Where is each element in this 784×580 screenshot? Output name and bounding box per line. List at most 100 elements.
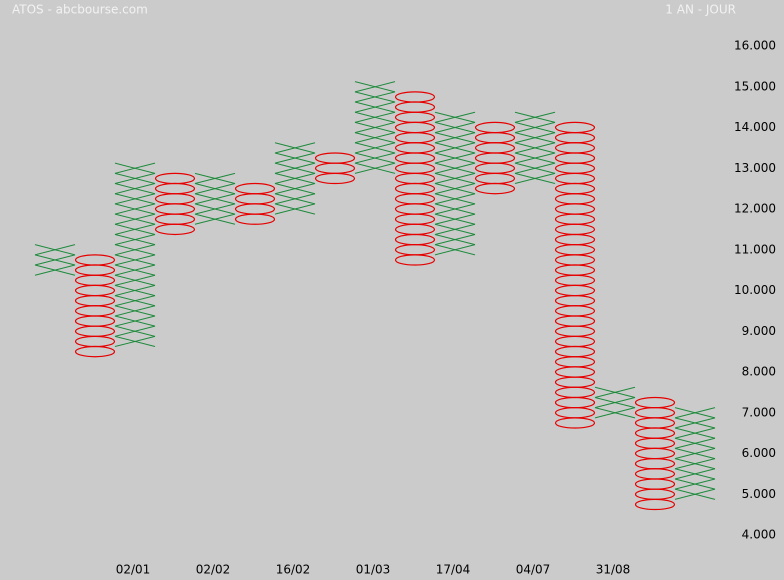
o-box: [394, 193, 436, 205]
o-box: [554, 376, 596, 388]
y-tick-label: 13.000: [734, 161, 776, 175]
x-box: [194, 183, 236, 195]
x-box: [434, 142, 476, 154]
x-column: [594, 386, 636, 419]
o-box: [554, 182, 596, 195]
o-box: [554, 233, 596, 246]
x-box: [114, 223, 156, 235]
y-tick-label: 9.000: [742, 324, 776, 338]
x-box: [114, 325, 156, 337]
x-box: [194, 213, 236, 225]
x-box: [274, 152, 316, 164]
x-box: [674, 417, 716, 429]
x-box: [434, 244, 476, 256]
x-box: [434, 172, 476, 185]
o-box: [394, 213, 436, 225]
o-box: [634, 498, 676, 511]
x-box: [354, 111, 396, 123]
x-box: [194, 203, 236, 215]
o-box: [554, 162, 596, 174]
o-box: [394, 101, 436, 113]
x-box: [114, 274, 156, 286]
y-tick-label: 8.000: [742, 365, 776, 379]
o-box: [394, 91, 436, 103]
x-box: [674, 407, 716, 419]
x-box: [194, 193, 236, 205]
x-column: [34, 244, 76, 276]
x-box: [274, 203, 316, 215]
y-tick-label: 12.000: [734, 202, 776, 216]
x-tick-label: 31/08: [596, 563, 631, 577]
o-box: [554, 172, 596, 185]
o-box: [394, 182, 436, 195]
o-box: [74, 315, 116, 327]
o-box: [154, 182, 196, 195]
o-box: [394, 162, 436, 174]
x-box: [354, 81, 396, 93]
x-column: [354, 81, 396, 174]
y-tick-label: 16.000: [734, 39, 776, 53]
o-box: [554, 264, 596, 276]
o-column: [634, 396, 676, 511]
o-box: [554, 142, 596, 154]
x-box: [114, 315, 156, 327]
x-box: [114, 244, 156, 256]
o-box: [554, 305, 596, 317]
x-box: [434, 203, 476, 215]
x-box: [434, 121, 476, 134]
x-box: [514, 162, 556, 174]
chart-subtitle: 1 AN - JOUR: [665, 3, 736, 17]
x-tick-label: 04/07: [516, 563, 551, 577]
x-box: [514, 172, 556, 185]
o-column: [234, 182, 276, 225]
x-column: [114, 162, 156, 348]
x-box: [514, 142, 556, 154]
o-box: [554, 356, 596, 368]
x-column: [194, 172, 236, 225]
o-box: [554, 345, 596, 358]
x-box: [354, 142, 396, 154]
o-box: [394, 244, 436, 256]
y-tick-label: 11.000: [734, 242, 776, 256]
o-box: [634, 468, 676, 480]
o-box: [554, 274, 596, 287]
o-column: [474, 121, 516, 195]
x-box: [194, 172, 236, 185]
o-box: [474, 182, 516, 195]
x-box: [434, 111, 476, 123]
o-column: [394, 91, 436, 266]
x-box: [114, 254, 156, 266]
x-box: [594, 386, 636, 398]
o-box: [154, 203, 196, 215]
o-column: [314, 152, 356, 185]
o-box: [74, 254, 116, 266]
x-tick-label: 02/01: [116, 563, 151, 577]
o-box: [394, 233, 436, 246]
x-box: [114, 305, 156, 317]
o-box: [394, 172, 436, 185]
o-box: [74, 264, 116, 276]
x-box: [594, 407, 636, 419]
x-tick-label: 01/03: [356, 563, 391, 577]
o-box: [74, 325, 116, 337]
o-box: [74, 284, 116, 297]
o-box: [554, 223, 596, 236]
o-box: [554, 193, 596, 205]
y-tick-label: 7.000: [742, 405, 776, 419]
x-box: [274, 172, 316, 185]
o-box: [234, 182, 276, 195]
x-box: [274, 183, 316, 195]
o-box: [554, 396, 596, 409]
x-box: [114, 264, 156, 276]
o-box: [394, 121, 436, 134]
o-box: [74, 335, 116, 348]
o-box: [394, 254, 436, 266]
x-box: [354, 132, 396, 144]
x-box: [674, 427, 716, 439]
o-box: [634, 396, 676, 409]
x-box: [674, 488, 716, 500]
x-box: [34, 264, 76, 276]
o-box: [554, 294, 596, 307]
o-box: [554, 213, 596, 225]
